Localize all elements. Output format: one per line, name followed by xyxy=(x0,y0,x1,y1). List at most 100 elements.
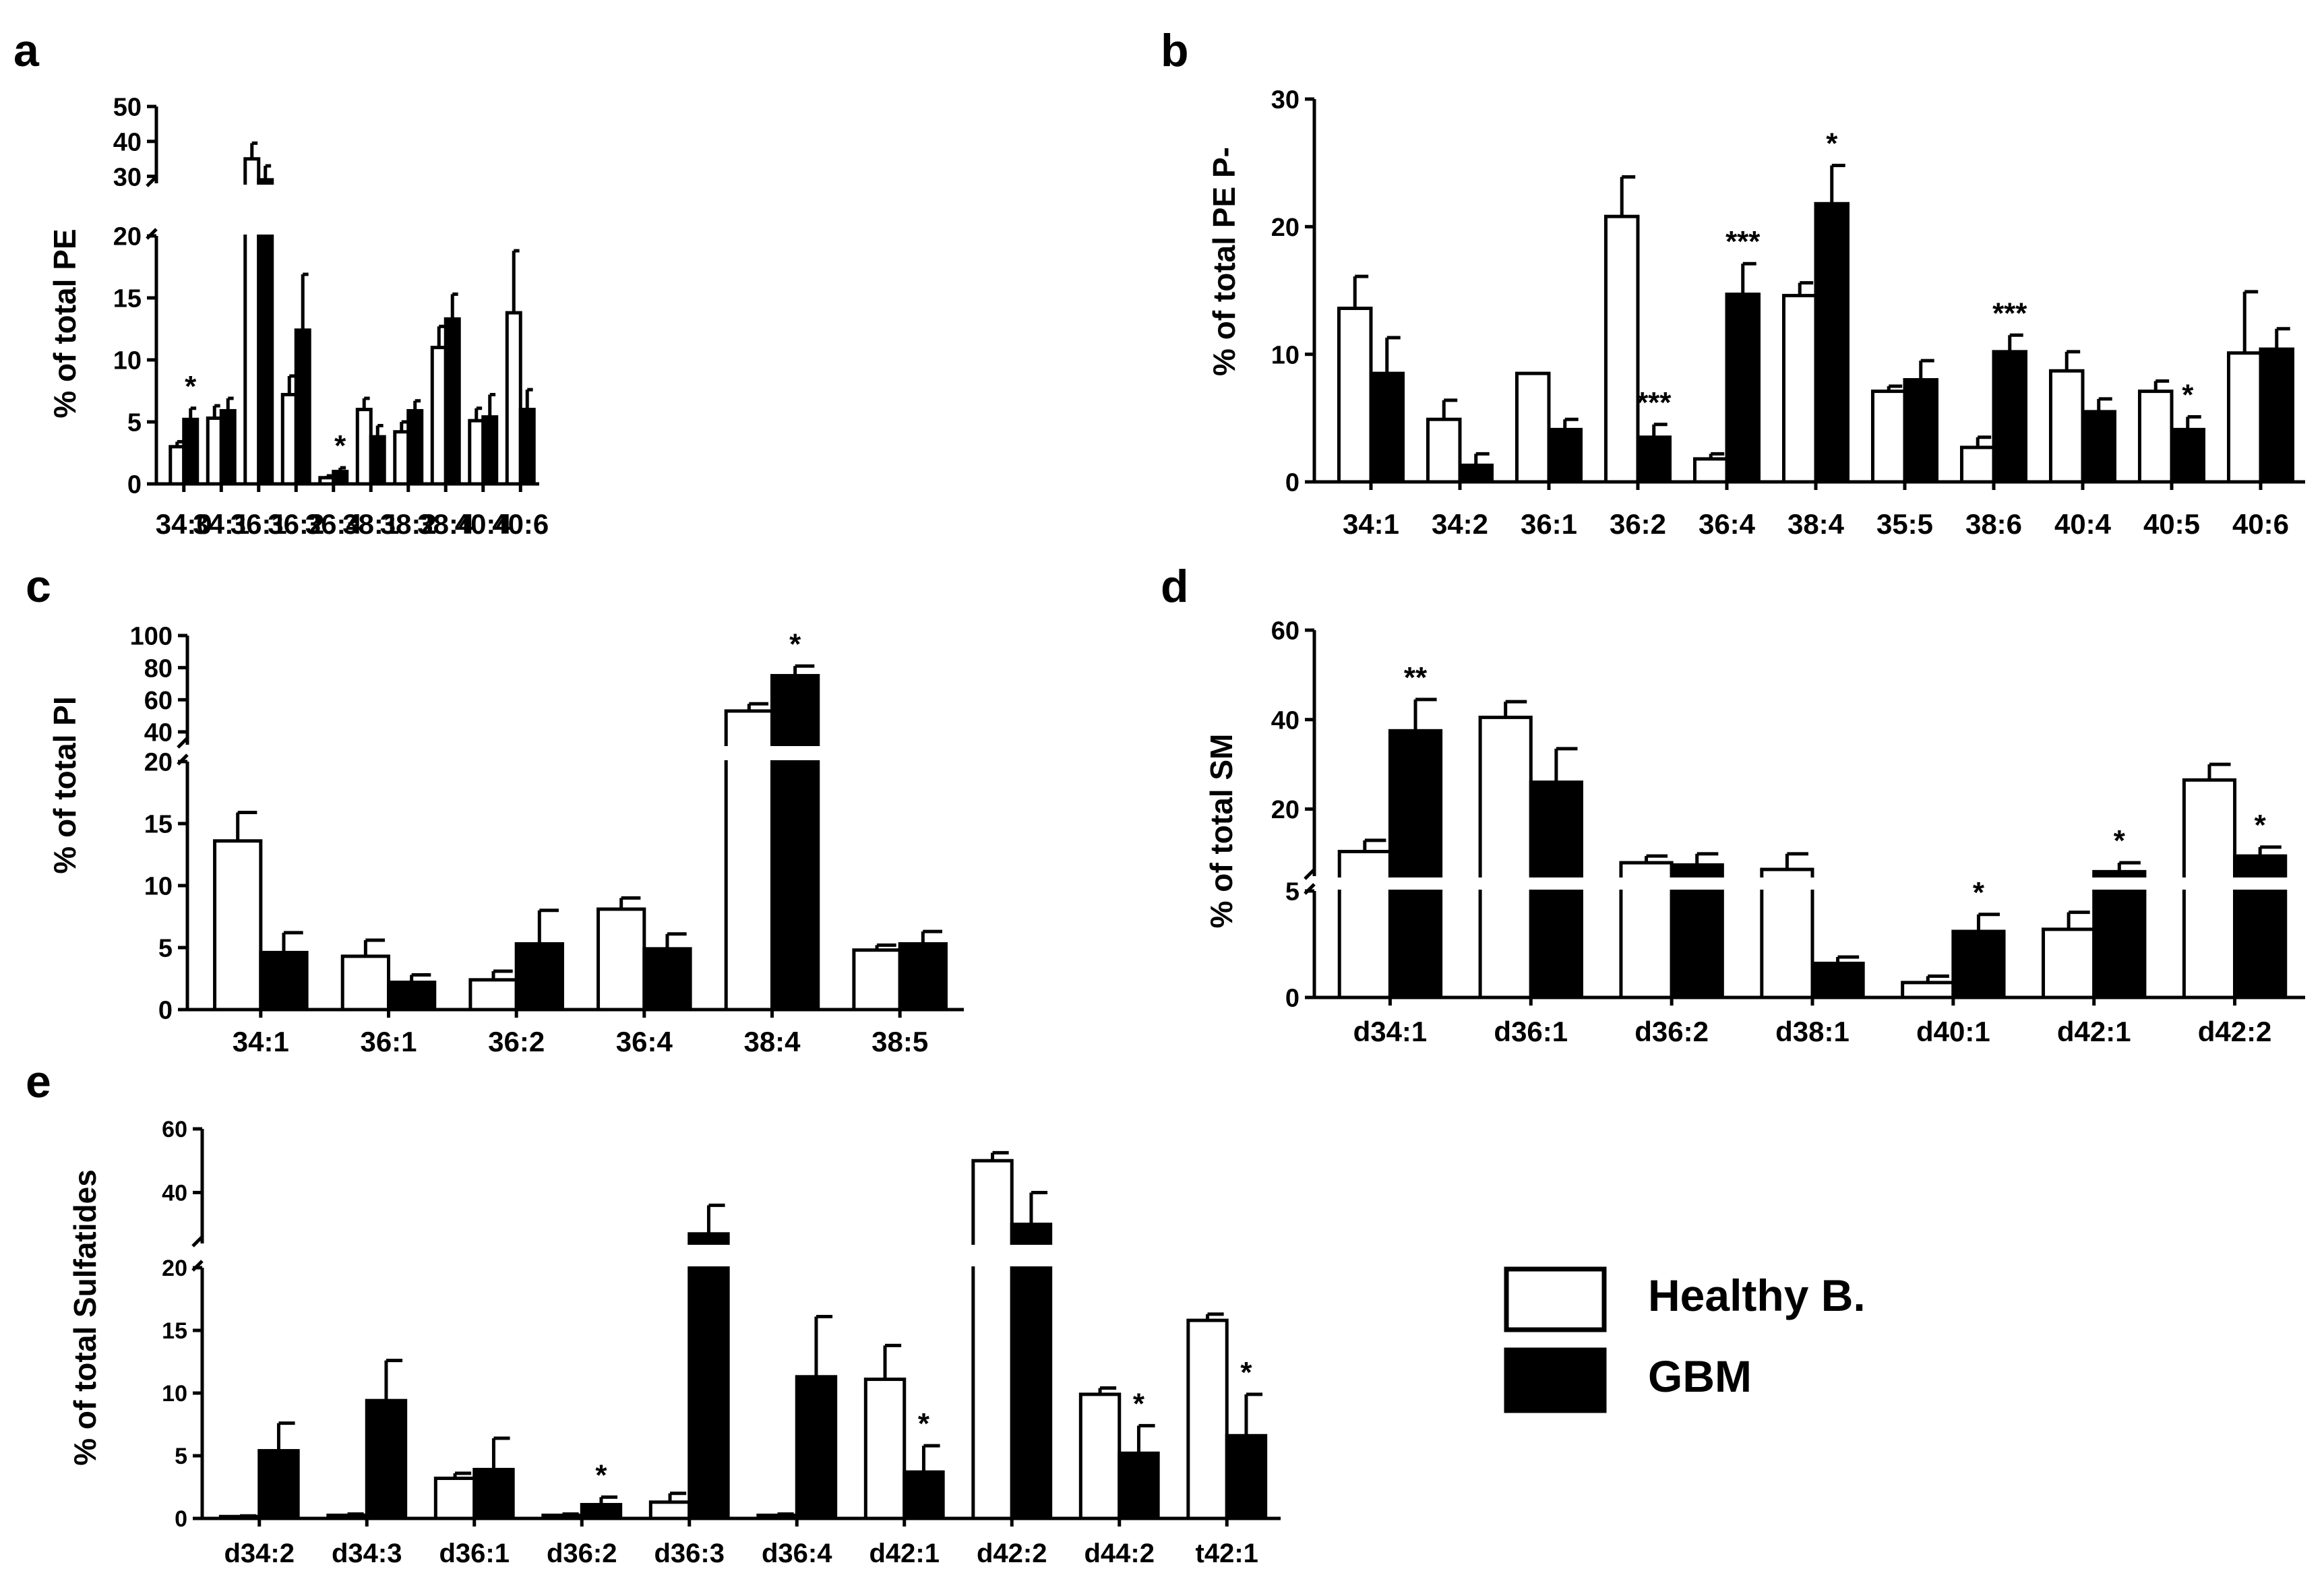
bar-healthy xyxy=(1478,715,1533,999)
bar-gbm xyxy=(2092,869,2147,999)
bar-gbm xyxy=(795,1375,838,1520)
axis-break-mark xyxy=(177,737,189,749)
x-tick-label: 38:1 xyxy=(342,508,399,540)
panel-letter-a: a xyxy=(13,25,40,76)
significance-marker: * xyxy=(918,1407,930,1440)
bar-break-gap xyxy=(1337,877,1393,890)
bar-break-gap xyxy=(1759,877,1815,890)
panel-e-chart: % of total Sulfatides 0 5 10 15 20 40 60 d34:2 d3… xyxy=(67,1117,1281,1568)
bar-healthy xyxy=(2042,927,2096,999)
y-tick-label: 10 xyxy=(113,347,142,375)
bar-gbm xyxy=(1458,463,1494,484)
bar-gbm xyxy=(1010,1223,1053,1520)
significance-marker: * xyxy=(185,370,197,403)
x-tick-label: 34:1 xyxy=(193,508,249,540)
x-tick-label: d34:3 xyxy=(332,1539,402,1568)
bar-healthy xyxy=(318,476,336,486)
bar-gbm xyxy=(481,415,499,486)
x-tick-label: 36:1 xyxy=(360,1026,417,1057)
bar-healthy xyxy=(213,839,263,1012)
y-tick-label: 10 xyxy=(1271,341,1299,369)
bar-healthy xyxy=(169,445,186,486)
y-tick-label: 0 xyxy=(175,1506,187,1532)
bar-gbm xyxy=(518,408,536,486)
bar-gbm xyxy=(1951,929,2006,999)
bar-healthy xyxy=(1337,307,1373,484)
bar-gbm xyxy=(1810,961,1865,999)
x-tick-label: 34:1 xyxy=(1343,508,1399,540)
panel-letter-d: d xyxy=(1161,561,1189,612)
bar-break-gap xyxy=(2181,877,2238,890)
legend-label-gbm: GBM xyxy=(1648,1351,1752,1401)
y-axis-label: % of total SM xyxy=(1204,734,1239,929)
bar-gbm xyxy=(2259,347,2295,484)
bar-healthy xyxy=(1870,390,1907,484)
bar-break-gap xyxy=(769,746,821,760)
significance-marker: *** xyxy=(1637,386,1672,419)
bar-gbm xyxy=(580,1503,623,1520)
bar-gbm xyxy=(257,1449,300,1520)
x-tick-label: 40:4 xyxy=(2054,508,2112,540)
bar-gbm xyxy=(1369,371,1405,484)
y-tick-label: 80 xyxy=(144,654,173,683)
bar-gbm xyxy=(1725,292,1761,484)
bar-gbm xyxy=(2081,410,2117,484)
x-tick-label: 40:5 xyxy=(2143,508,2200,540)
bar-healthy xyxy=(340,954,390,1012)
bar-healthy xyxy=(355,408,373,486)
x-tick-label: 35:5 xyxy=(1876,508,1933,540)
x-tick-label: 36:1 xyxy=(231,508,287,540)
bar-healthy xyxy=(1760,867,1814,999)
bar-healthy xyxy=(433,1476,477,1520)
bar-gbm xyxy=(387,981,437,1012)
y-axis-label: % of total Sulfatides xyxy=(67,1169,102,1466)
bar-healthy xyxy=(280,393,298,486)
y-tick-label: 5 xyxy=(1285,878,1299,906)
bar-break-gap xyxy=(1387,877,1444,890)
panel-letter-c: c xyxy=(26,561,51,612)
x-tick-label: 40:4 xyxy=(455,508,512,540)
bar-break-gap xyxy=(970,1245,1015,1266)
bar-healthy xyxy=(971,1159,1014,1520)
y-axis-label: % of total PI xyxy=(47,696,82,873)
y-tick-label: 20 xyxy=(144,749,173,777)
y-tick-label: 5 xyxy=(127,409,142,437)
legend-label-healthy: Healthy B. xyxy=(1648,1270,1866,1320)
bar-healthy xyxy=(1959,445,1996,484)
bar-healthy xyxy=(430,346,448,486)
significance-marker: ** xyxy=(1404,661,1428,694)
x-tick-label: 36:2 xyxy=(1610,508,1666,540)
bar-break-gap xyxy=(2091,877,2147,890)
x-tick-label: d36:2 xyxy=(547,1539,617,1568)
y-axis-label: % of total PE xyxy=(47,228,82,418)
significance-marker: *** xyxy=(1725,225,1761,258)
bar-gbm xyxy=(514,942,564,1012)
x-tick-label: 38:6 xyxy=(1965,508,2022,540)
bar-gbm xyxy=(1225,1434,1268,1520)
y-tick-label: 30 xyxy=(1271,86,1299,115)
x-tick-label: d36:4 xyxy=(762,1539,832,1568)
y-tick-label: 60 xyxy=(162,1117,187,1142)
y-tick-label: 40 xyxy=(113,128,142,156)
panel-d-chart: % of total SM 0 5 20 40 60 d34:1 d36:1 d36:2 d38:… xyxy=(1204,617,2305,1047)
bar-healthy xyxy=(1186,1318,1229,1520)
bar-break-gap xyxy=(1669,877,1725,890)
x-tick-label: d38:1 xyxy=(1775,1016,1849,1047)
bar-gbm xyxy=(406,408,424,486)
x-tick-label: 36:2 xyxy=(488,1026,545,1057)
y-tick-label: 15 xyxy=(113,285,142,313)
x-tick-label: d44:2 xyxy=(1084,1539,1155,1568)
significance-marker: * xyxy=(595,1458,607,1491)
significance-marker: * xyxy=(1826,127,1838,160)
y-tick-label: 20 xyxy=(113,223,142,251)
bar-healthy xyxy=(852,948,902,1012)
axis-break-mark xyxy=(1304,868,1316,880)
panel-letter-e: e xyxy=(26,1056,51,1107)
x-tick-label: 36:2 xyxy=(268,508,324,540)
bar-healthy xyxy=(1781,294,1818,484)
bar-gbm xyxy=(332,470,349,486)
y-tick-label: 20 xyxy=(1271,796,1299,824)
legend-swatch-healthy xyxy=(1504,1266,1607,1332)
y-axis-label: % of total PE P- xyxy=(1206,147,1242,376)
